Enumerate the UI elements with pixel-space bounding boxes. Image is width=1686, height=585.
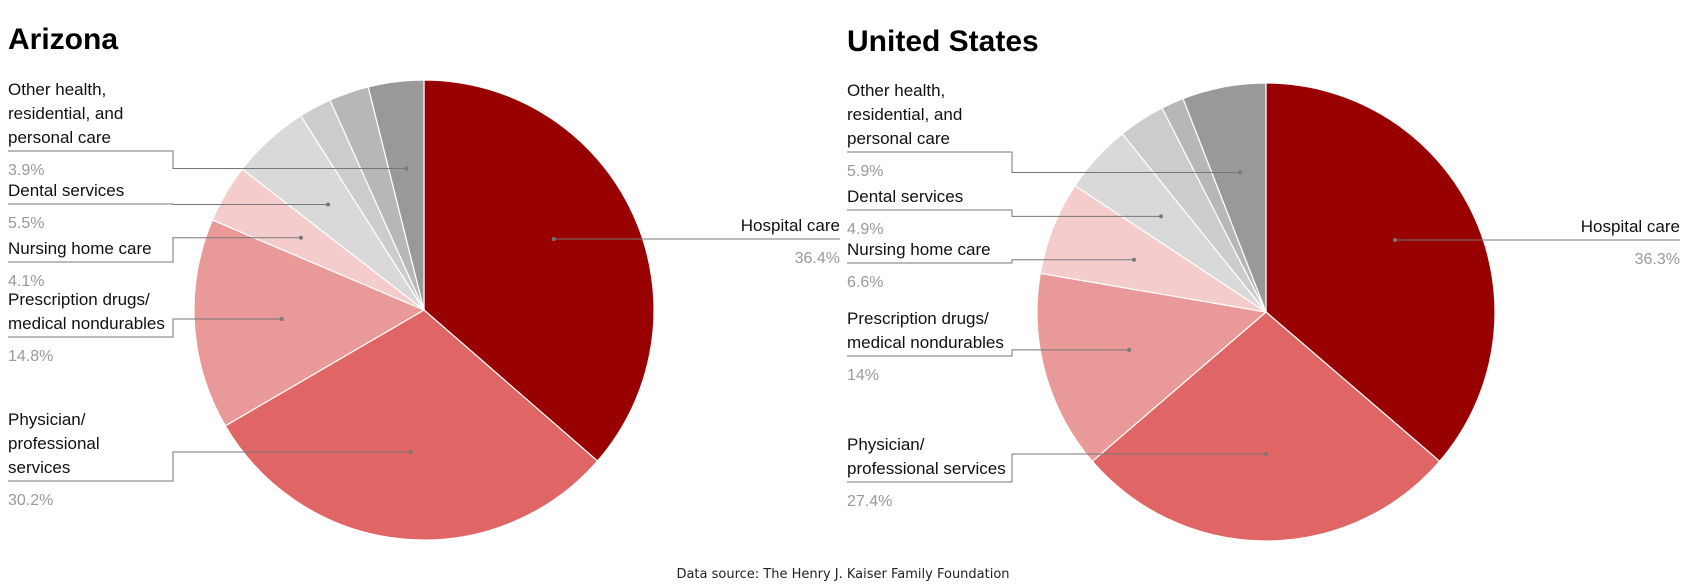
slice-labels: Hospital care 36.4% Physician/professional… xyxy=(8,80,840,509)
slice-percent-label: 30.2% xyxy=(8,492,53,509)
slice-percent-label: 4.9% xyxy=(847,221,883,238)
slice-category-label: Other health, xyxy=(847,81,945,100)
slice-category-label: services xyxy=(8,458,70,477)
slice-percent-label: 4.1% xyxy=(8,273,44,290)
slice-percent-label: 5.9% xyxy=(847,163,883,180)
pie-slice xyxy=(423,79,655,462)
slice-percent-label: 14% xyxy=(847,367,879,384)
united-states-pie-chart: United States Hospital care 36.3% Physicia… xyxy=(847,25,1680,542)
slice-category-label: Hospital care xyxy=(741,216,840,235)
slice-category-label: Dental services xyxy=(8,181,124,200)
leader-line xyxy=(847,209,1163,219)
leader-line xyxy=(551,237,840,241)
leader-dot xyxy=(1393,238,1397,242)
slice-category-label: residential, and xyxy=(847,105,962,124)
slice-category-label: residential, and xyxy=(8,104,123,123)
pie-slice xyxy=(1265,82,1496,463)
slice-category-label: medical nondurables xyxy=(8,314,165,333)
chart-title: Arizona xyxy=(8,23,118,56)
slice-category-label: Other health, xyxy=(8,80,106,99)
leader-dot xyxy=(1159,214,1163,219)
leader-line xyxy=(1393,238,1680,242)
leader-line xyxy=(8,235,303,263)
leader-dot xyxy=(299,235,303,240)
arizona-pie-chart: Arizona Hospital care 36.4% Physician/prof… xyxy=(8,23,840,541)
leader-line xyxy=(847,452,1268,483)
slice-category-label: personal care xyxy=(8,128,111,147)
slice-percent-label: 3.9% xyxy=(8,162,44,179)
leader-line xyxy=(8,450,413,482)
pie-slices xyxy=(1036,82,1496,542)
slice-percent-label: 14.8% xyxy=(8,348,53,365)
slice-category-label: Nursing home care xyxy=(847,240,991,259)
leader-dot xyxy=(551,237,556,241)
slice-category-label: Dental services xyxy=(847,187,963,206)
slice-category-label: Physician/ xyxy=(847,435,925,454)
leader-dot xyxy=(1237,170,1242,175)
data-source-note: Data source: The Henry J. Kaiser Family … xyxy=(676,567,1010,582)
leader-line xyxy=(8,202,330,207)
leader-dot xyxy=(1127,347,1132,352)
slice-labels: Hospital care 36.3% Physician/professional… xyxy=(847,81,1680,510)
leader-line xyxy=(847,257,1136,264)
pie-slice xyxy=(1091,311,1441,542)
leader-dot xyxy=(1132,257,1136,262)
slice-percent-label: 36.3% xyxy=(1635,251,1680,268)
pie-slice xyxy=(367,79,425,311)
pie-slice xyxy=(1036,272,1268,463)
pie-slice xyxy=(224,309,599,541)
slice-percent-label: 5.5% xyxy=(8,215,44,232)
slice-percent-label: 27.4% xyxy=(847,493,892,510)
slice-percent-label: 6.6% xyxy=(847,274,883,291)
leader-line xyxy=(847,151,1242,175)
leader-line xyxy=(847,347,1132,357)
leader-dot xyxy=(326,202,330,207)
slice-category-label: Prescription drugs/ xyxy=(847,309,989,328)
leader-dot xyxy=(1264,452,1268,456)
leader-dot xyxy=(279,317,284,321)
slice-category-label: Hospital care xyxy=(1581,217,1680,236)
slice-category-label: personal care xyxy=(847,129,950,148)
leader-line xyxy=(8,317,284,338)
pie-slices xyxy=(193,79,655,541)
slice-category-label: Physician/ xyxy=(8,410,86,429)
chart-title: United States xyxy=(847,25,1039,58)
leader-line xyxy=(8,150,409,171)
leader-dot xyxy=(408,450,413,454)
leader-dot xyxy=(404,166,409,171)
slice-category-label: Prescription drugs/ xyxy=(8,290,150,309)
slice-category-label: professional xyxy=(8,434,100,453)
pie-slice xyxy=(1182,82,1267,313)
slice-category-label: medical nondurables xyxy=(847,333,1004,352)
slice-category-label: professional services xyxy=(847,459,1006,478)
slice-percent-label: 36.4% xyxy=(795,250,840,267)
slice-category-label: Nursing home care xyxy=(8,239,152,258)
